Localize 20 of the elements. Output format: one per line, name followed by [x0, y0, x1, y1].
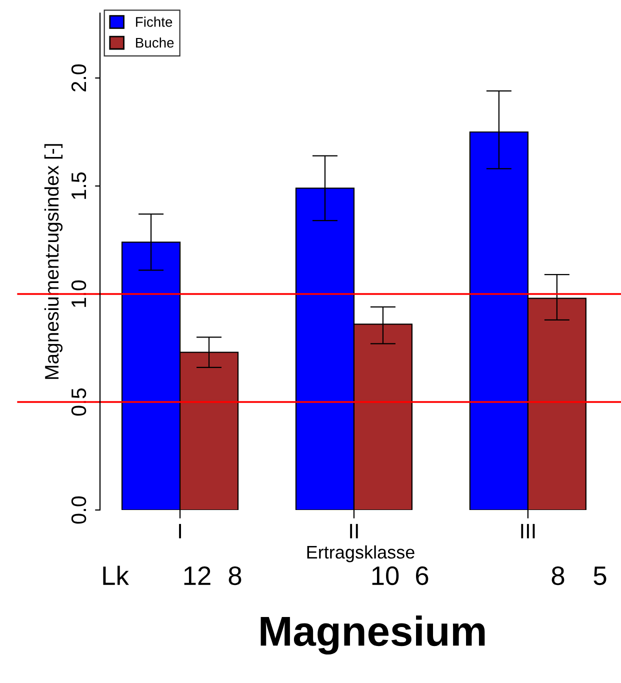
- text: 10: [372, 566, 399, 586]
- x-tick-label: I: [179, 524, 181, 538]
- x-axis-title: Ertragsklasse: [307, 545, 414, 562]
- text: 8: [552, 566, 564, 586]
- legend-label: Fichte: [136, 16, 172, 27]
- text: 5: [594, 566, 606, 586]
- y-tick-label: 1.0: [71, 280, 86, 307]
- y-tick-label: 0.0: [71, 496, 86, 524]
- legend-label: Buche: [136, 37, 174, 48]
- text: 8: [228, 566, 242, 586]
- y-tick-label: 2.0: [71, 64, 86, 92]
- y-axis-title: Magnesiumentzugsindex [-]: [44, 144, 63, 379]
- y-tick-label: 1.5: [72, 172, 86, 199]
- y-tick-label: 0.5: [71, 388, 86, 416]
- text: 12: [184, 566, 210, 585]
- x-tick-label: III: [521, 524, 535, 538]
- text: Magnesium: [260, 615, 485, 655]
- x-tick-label: II: [350, 524, 358, 538]
- text: 6: [416, 566, 428, 586]
- text: Lk: [103, 566, 129, 585]
